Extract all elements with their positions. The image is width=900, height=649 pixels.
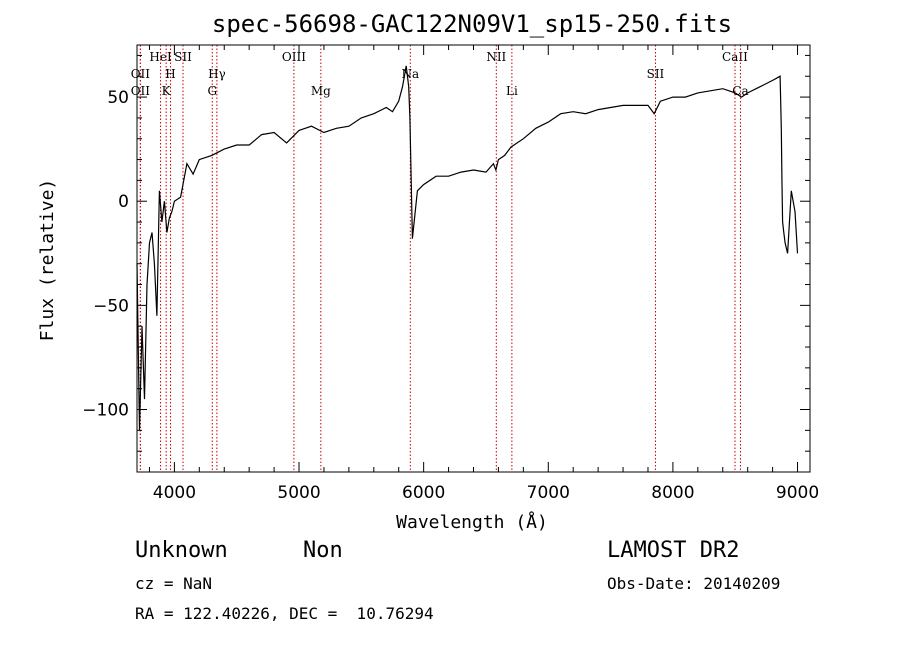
x-tick-label: 8000: [651, 483, 694, 503]
spectrum-line-0: [136, 65, 799, 431]
marker-label-6: G: [207, 84, 217, 98]
marker-label-7: Hγ: [208, 67, 226, 81]
redshift-label: cz = NaN: [135, 574, 213, 593]
coordinates-label: RA = 122.40226, DEC = 10.76294: [135, 604, 434, 623]
y-tick-label: 0: [118, 192, 129, 212]
x-tick-label: 4000: [153, 483, 196, 503]
chart-title: spec-56698-GAC122N09V1_sp15-250.fits: [212, 10, 732, 38]
marker-label-9: Mg: [311, 84, 331, 98]
marker-label-5: SII: [174, 50, 192, 64]
x-axis-label: Wavelength (Å): [396, 511, 548, 533]
obs-date-label: Obs-Date: 20140209: [607, 574, 781, 593]
y-tick-label: 50: [107, 88, 129, 108]
y-axis-label: Flux (relative): [37, 179, 58, 342]
y-tick-label: −50: [93, 296, 129, 316]
marker-label-1: OII: [131, 84, 151, 98]
y-tick-label: −100: [82, 401, 129, 421]
x-tick-label: 5000: [277, 483, 320, 503]
spectrum-series: [136, 65, 799, 431]
marker-label-2: HeI: [149, 50, 172, 64]
x-tick-label: 6000: [402, 483, 445, 503]
marker-label-12: Li: [506, 84, 518, 98]
axes: 4000 5000 6000 7000 8000 9000 −100 −50 0 50: [82, 45, 819, 503]
marker-label-3: K: [162, 84, 172, 98]
survey-label: LAMOST DR2: [607, 538, 740, 563]
subclass-label: Non: [303, 538, 343, 563]
plot-frame: [136, 44, 811, 473]
marker-label-4: H: [165, 67, 175, 81]
x-tick-label: 9000: [776, 483, 819, 503]
marker-label-11: NII: [486, 50, 506, 64]
marker-label-13: SII: [647, 67, 665, 81]
marker-label-14: CaII: [722, 50, 748, 64]
marker-label-8: OIII: [282, 50, 306, 64]
class-label: Unknown: [135, 538, 228, 563]
x-tick-label: 7000: [527, 483, 570, 503]
